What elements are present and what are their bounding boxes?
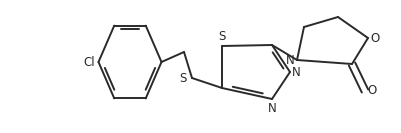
Text: N: N [267, 102, 276, 115]
Text: O: O [367, 84, 376, 97]
Text: S: S [218, 30, 226, 43]
Text: S: S [180, 72, 187, 86]
Text: O: O [370, 32, 379, 45]
Text: N: N [286, 53, 295, 66]
Text: N: N [292, 65, 301, 78]
Text: Cl: Cl [84, 55, 95, 68]
